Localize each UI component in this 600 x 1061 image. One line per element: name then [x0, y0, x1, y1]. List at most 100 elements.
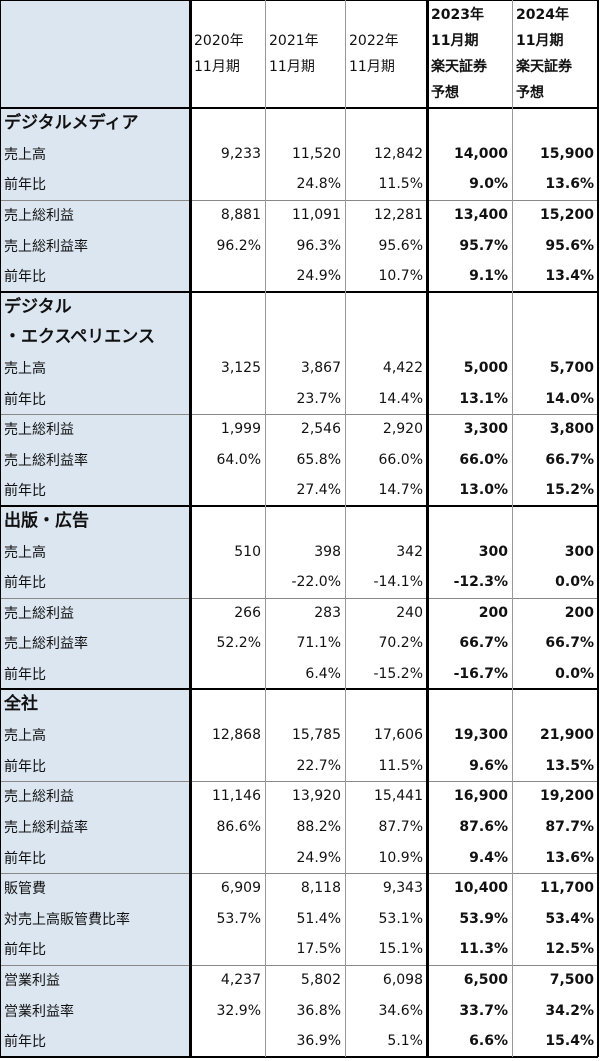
value-cell: 6,098	[382, 972, 423, 989]
value-cell: 66.7%	[545, 451, 594, 468]
value-cell: 24.9%	[296, 849, 341, 866]
row-label: 営業利益率	[4, 1003, 74, 1020]
value-cell: 15,200	[539, 207, 594, 224]
value-cell: 24.9%	[296, 268, 341, 285]
value-cell: 9.4%	[469, 849, 508, 866]
row-label: 前年比	[4, 942, 46, 959]
value-cell: 8,118	[300, 880, 341, 897]
row-label: 前年比	[4, 758, 46, 775]
value-cell: 13.0%	[459, 482, 508, 499]
value-cell: 53.4%	[545, 910, 594, 927]
value-cell: 12,868	[212, 727, 261, 744]
value-cell: 4,422	[382, 360, 423, 377]
value-cell: 240	[396, 604, 423, 621]
row-label: 売上総利益	[4, 208, 74, 225]
value-cell: 266	[234, 604, 261, 621]
row-label: 営業利益	[4, 973, 60, 990]
group-border	[0, 873, 598, 874]
value-cell: 15.1%	[378, 941, 423, 958]
value-cell: 11,091	[292, 207, 341, 224]
value-cell: 3,867	[300, 360, 341, 377]
value-cell: 13.6%	[545, 849, 594, 866]
value-cell: 9,343	[382, 880, 423, 897]
row-label: 売上総利益率	[4, 820, 88, 837]
value-cell: 4,237	[220, 972, 261, 989]
value-cell: 11,520	[292, 145, 341, 162]
value-cell: 5,700	[549, 360, 594, 377]
value-cell: -14.1%	[373, 574, 423, 591]
section-title: 出版・広告	[4, 510, 89, 531]
value-cell: 5,802	[300, 972, 341, 989]
value-cell: 96.2%	[216, 237, 261, 254]
value-cell: 95.6%	[378, 237, 423, 254]
column-border	[426, 0, 429, 1057]
outer-border	[597, 0, 599, 1057]
value-cell: 6.4%	[305, 666, 341, 683]
value-cell: 87.7%	[545, 819, 594, 836]
value-cell: 200	[564, 604, 594, 621]
value-cell: 19,200	[539, 788, 594, 805]
row-label: 前年比	[4, 269, 46, 286]
value-cell: 11.5%	[378, 176, 423, 193]
value-cell: 15.4%	[545, 1033, 594, 1050]
value-cell: 32.9%	[216, 1002, 261, 1019]
value-cell: 96.3%	[296, 237, 341, 254]
value-cell: 10,400	[453, 880, 508, 897]
value-cell: 66.7%	[545, 635, 594, 652]
value-cell: 34.6%	[378, 1002, 423, 1019]
outer-border	[0, 0, 1, 1057]
value-cell: 51.4%	[296, 910, 341, 927]
column-border	[512, 0, 513, 1057]
row-label: 前年比	[4, 575, 46, 592]
value-cell: 27.4%	[296, 482, 341, 499]
value-cell: 200	[478, 604, 508, 621]
value-cell: 70.2%	[378, 635, 423, 652]
value-cell: 7,500	[549, 972, 594, 989]
row-label: 前年比	[4, 391, 46, 408]
value-cell: 2,920	[382, 421, 423, 438]
value-cell: 15.2%	[545, 482, 594, 499]
row-label: 売上総利益率	[4, 238, 88, 255]
row-label: 売上総利益率	[4, 452, 88, 469]
value-cell: 11.5%	[378, 757, 423, 774]
value-cell: 12,842	[374, 145, 423, 162]
value-cell: 16,900	[453, 788, 508, 805]
value-cell: 10.9%	[378, 849, 423, 866]
row-label: 前年比	[4, 177, 46, 194]
value-cell: 12.5%	[545, 941, 594, 958]
value-cell: 9,233	[220, 145, 261, 162]
value-cell: 13,400	[453, 207, 508, 224]
section-border	[0, 107, 598, 109]
value-cell: 15,785	[292, 727, 341, 744]
value-cell: -16.7%	[453, 666, 508, 683]
value-cell: 87.6%	[459, 819, 508, 836]
value-cell: -15.2%	[373, 666, 423, 683]
row-label: 前年比	[4, 483, 46, 500]
value-cell: 9.1%	[469, 268, 508, 285]
value-cell: 88.2%	[296, 819, 341, 836]
group-border	[0, 199, 598, 201]
value-cell: 13.5%	[545, 757, 594, 774]
header-cell: 2021年 11月期	[269, 33, 319, 75]
value-cell: 95.7%	[459, 237, 508, 254]
value-cell: 53.7%	[216, 910, 261, 927]
value-cell: 52.2%	[216, 635, 261, 652]
value-cell: 11,700	[539, 880, 594, 897]
value-cell: -12.3%	[453, 574, 508, 591]
value-cell: 9.0%	[469, 176, 508, 193]
value-cell: 15,441	[374, 788, 423, 805]
value-cell: 8,881	[220, 207, 261, 224]
value-cell: 12,281	[374, 207, 423, 224]
value-cell: 6,500	[463, 972, 508, 989]
value-cell: 86.6%	[216, 819, 261, 836]
value-cell: 13.6%	[545, 176, 594, 193]
value-cell: 19,300	[453, 727, 508, 744]
value-cell: 24.8%	[296, 176, 341, 193]
value-cell: 17.5%	[296, 941, 341, 958]
row-label: 前年比	[4, 850, 46, 867]
value-cell: 14.4%	[378, 390, 423, 407]
row-label: 対売上高販管費比率	[4, 911, 130, 928]
row-label: 売上高	[4, 544, 46, 561]
value-cell: 3,800	[549, 421, 594, 438]
